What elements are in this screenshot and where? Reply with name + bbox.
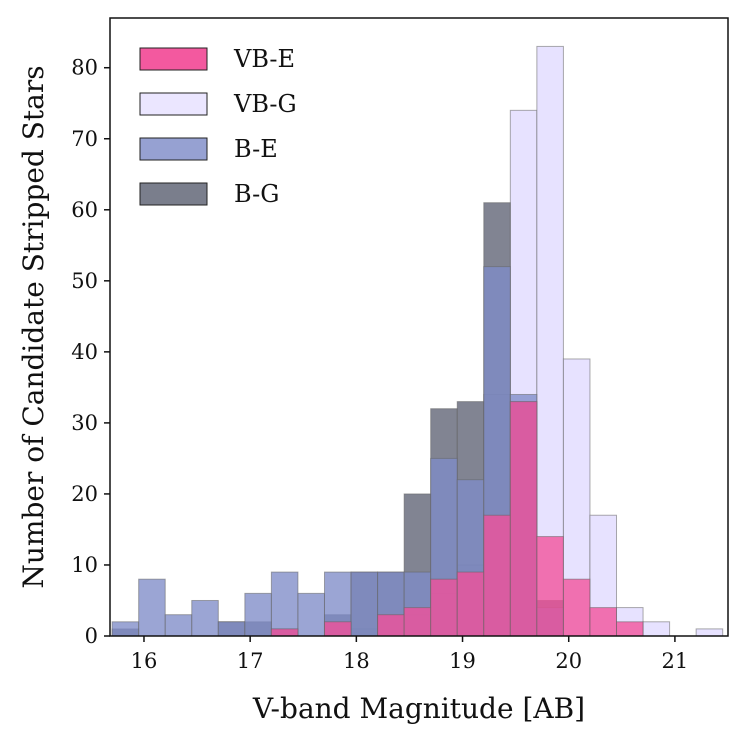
y-tick-label: 20 bbox=[71, 482, 98, 506]
histogram-bars bbox=[111, 45, 724, 637]
histogram-bar bbox=[191, 599, 219, 637]
histogram-bar bbox=[562, 578, 591, 637]
y-tick-label: 50 bbox=[71, 269, 98, 293]
histogram-bar bbox=[297, 592, 325, 637]
y-tick-label: 60 bbox=[71, 198, 98, 222]
y-tick-label: 0 bbox=[85, 624, 98, 648]
histogram-bar bbox=[695, 628, 724, 637]
legend-swatch bbox=[139, 182, 208, 206]
x-tick-label: 16 bbox=[131, 649, 158, 673]
histogram-bar bbox=[244, 592, 272, 637]
histogram-bar bbox=[536, 536, 564, 637]
histogram-bar bbox=[377, 614, 405, 637]
y-tick-label: 30 bbox=[71, 411, 98, 435]
legend-label: B-G bbox=[234, 180, 279, 208]
histogram-bar bbox=[456, 571, 485, 637]
legend-label: VB-E bbox=[233, 45, 295, 73]
x-tick-label: 20 bbox=[555, 649, 582, 673]
histogram-bar bbox=[509, 401, 538, 637]
histogram-bar bbox=[350, 571, 379, 637]
histogram-bar bbox=[616, 621, 644, 637]
histogram-bar bbox=[270, 628, 299, 637]
y-tick-label: 10 bbox=[71, 553, 98, 577]
y-tick-label: 70 bbox=[71, 127, 98, 151]
y-axis-ticks: 0 10 20 30 40 50 60 70 80 bbox=[71, 56, 110, 648]
y-tick-label: 40 bbox=[71, 340, 98, 364]
legend-swatch bbox=[139, 92, 208, 116]
x-axis-label: V-band Magnitude [AB] bbox=[252, 692, 585, 725]
legend-swatch bbox=[139, 137, 208, 161]
x-axis-ticks: 16 17 18 19 20 21 bbox=[131, 636, 689, 673]
histogram-bar bbox=[111, 621, 140, 637]
histogram-bar bbox=[483, 514, 511, 637]
histogram-bar bbox=[589, 607, 618, 637]
x-tick-label: 18 bbox=[343, 649, 370, 673]
histogram-bar bbox=[164, 614, 193, 637]
y-tick-label: 80 bbox=[71, 56, 98, 80]
histogram-bar bbox=[430, 578, 458, 637]
histogram-bar bbox=[270, 571, 299, 637]
histogram-bar bbox=[323, 621, 352, 637]
y-axis-label: Number of Candidate Stripped Stars bbox=[17, 65, 50, 588]
histogram-bar bbox=[403, 607, 432, 637]
histogram-bar bbox=[642, 621, 671, 637]
histogram-bar bbox=[217, 621, 246, 637]
plot-area-frame bbox=[109, 17, 729, 637]
legend-swatch bbox=[139, 47, 208, 71]
legend: VB-E VB-G B-E B-G bbox=[139, 45, 297, 208]
legend-label: B-E bbox=[234, 135, 278, 163]
x-tick-label: 17 bbox=[237, 649, 264, 673]
legend-label: VB-G bbox=[233, 90, 297, 118]
histogram-bar bbox=[138, 578, 166, 637]
x-tick-label: 21 bbox=[662, 649, 689, 673]
x-tick-label: 19 bbox=[449, 649, 476, 673]
